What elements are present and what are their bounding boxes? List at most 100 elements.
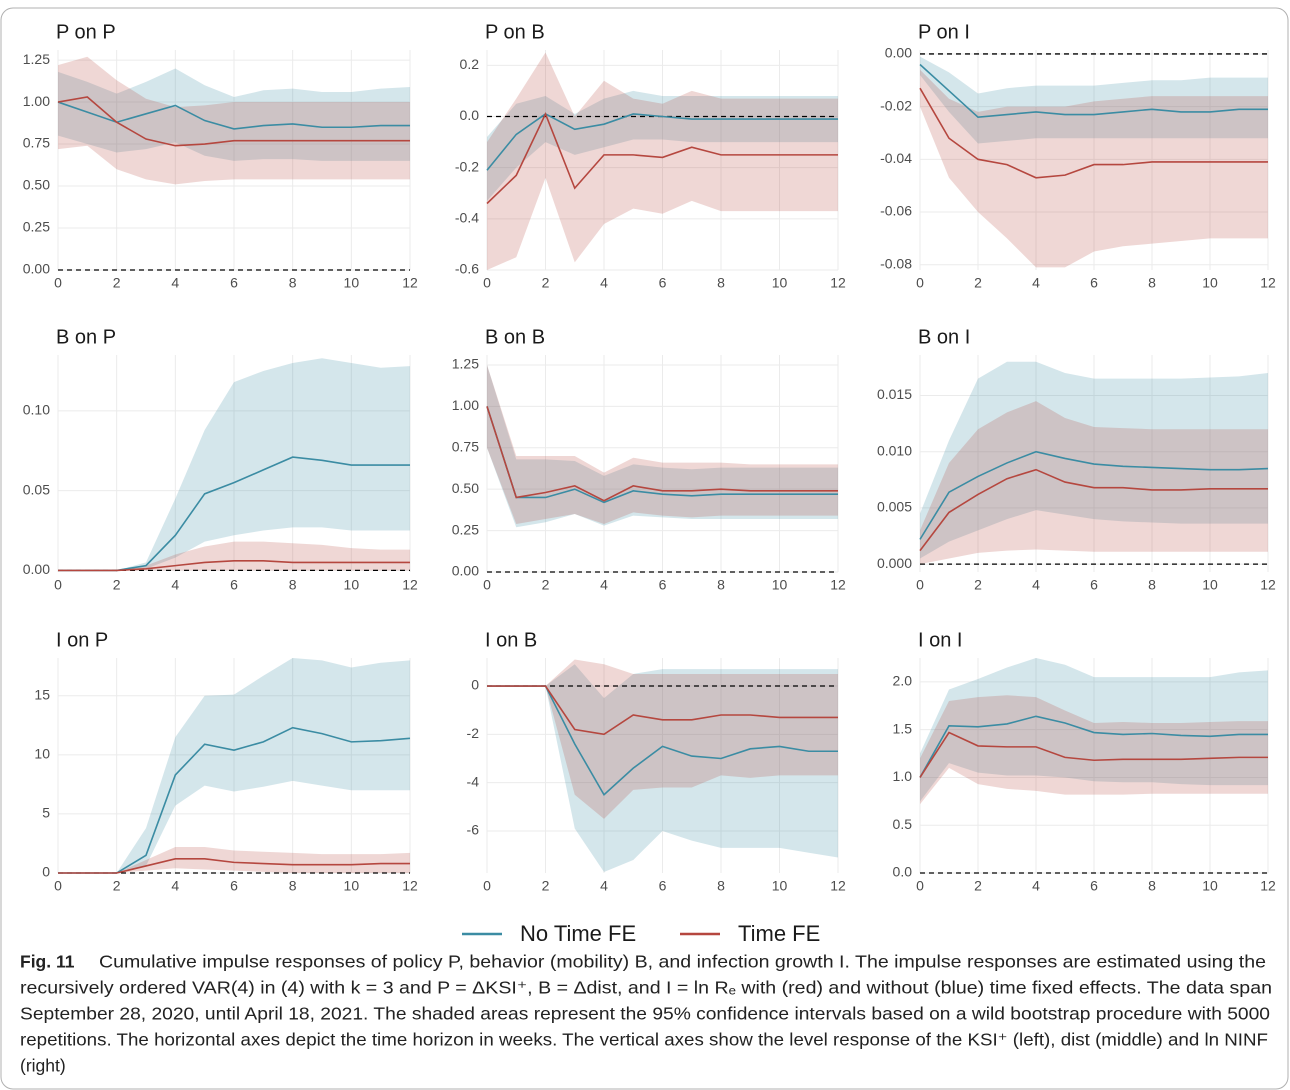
y-tick-label: 1.00 (23, 93, 50, 109)
panel-title: B on P (56, 326, 116, 348)
x-tick-label: 10 (344, 577, 360, 593)
x-tick-label: 6 (1090, 275, 1098, 291)
y-tick-label: -2 (467, 725, 480, 741)
x-tick-label: 2 (542, 577, 550, 593)
caption-label: Fig. 11 (20, 952, 75, 972)
response-line (919, 450, 1269, 540)
response-line (58, 560, 410, 572)
y-tick-label: 1.5 (893, 720, 913, 736)
x-tick-label: 10 (1202, 275, 1218, 291)
x-tick-label: 6 (1090, 878, 1098, 894)
x-tick-label: 4 (1032, 275, 1040, 291)
response-line (919, 715, 1268, 778)
panel-title: I on P (56, 629, 108, 651)
y-tick-label: 0.00 (23, 561, 50, 577)
x-tick-label: 8 (1148, 275, 1156, 291)
response-line (486, 406, 838, 504)
panel-title: P on I (918, 21, 970, 43)
x-tick-label: 8 (289, 878, 297, 894)
caption-line: September 28, 2020, until April 18, 2021… (20, 1004, 1270, 1024)
x-tick-label: 4 (171, 878, 179, 894)
x-tick-label: 10 (344, 275, 360, 291)
y-tick-label: -0.02 (880, 97, 912, 113)
frame (0, 7, 1289, 1090)
x-tick-label: 6 (230, 275, 238, 291)
caption-line: (right) (20, 1056, 66, 1076)
y-tick-label: -0.4 (455, 210, 479, 226)
x-tick-label: 12 (1260, 878, 1276, 894)
x-tick-label: 4 (600, 878, 608, 894)
x-tick-label: 2 (974, 878, 982, 894)
panel-title: P on B (485, 21, 545, 43)
y-tick-label: 0.005 (877, 499, 912, 515)
y-tick-label: 1.0 (893, 768, 913, 784)
x-tick-label: 2 (113, 577, 121, 593)
x-tick-label: 6 (230, 577, 238, 593)
confidence-band (58, 658, 410, 873)
response-line (58, 858, 410, 874)
y-tick-label: 0.10 (23, 402, 50, 418)
response-line (919, 468, 1268, 552)
confidence-band (920, 658, 1268, 802)
confidence-band (58, 541, 410, 571)
x-tick-label: 10 (772, 878, 788, 894)
y-tick-label: 0.5 (893, 816, 913, 832)
y-tick-label: 1.00 (452, 397, 479, 413)
x-tick-label: 4 (600, 275, 608, 291)
y-tick-label: 0 (42, 864, 50, 880)
x-tick-label: 8 (717, 577, 725, 593)
confidence-band (920, 361, 1268, 559)
y-tick-label: 0.00 (885, 45, 912, 61)
confidence-band (487, 52, 838, 271)
panel-title: B on I (918, 326, 970, 348)
x-tick-label: 12 (830, 878, 846, 894)
x-tick-label: 8 (1148, 577, 1156, 593)
response-line (57, 96, 410, 147)
x-tick-label: 10 (772, 275, 788, 291)
y-tick-label: 0.05 (23, 481, 50, 497)
x-tick-label: 12 (402, 577, 418, 593)
x-tick-label: 12 (830, 577, 846, 593)
x-tick-label: 10 (1202, 878, 1218, 894)
x-tick-label: 8 (717, 878, 725, 894)
caption-line: Cumulative impulse responses of policy P… (99, 952, 1266, 972)
y-tick-label: -0.2 (455, 158, 479, 174)
caption-line: repetitions. The horizontal axes depict … (20, 1030, 1268, 1050)
response-line (919, 731, 1268, 778)
x-tick-label: 6 (1090, 577, 1098, 593)
response-line (919, 87, 1268, 179)
confidence-band (58, 56, 410, 185)
y-tick-label: 0.25 (452, 521, 479, 537)
caption-line: recursively ordered VAR(4) in (4) with k… (20, 978, 1272, 998)
y-tick-label: 0.25 (23, 219, 50, 235)
x-tick-label: 12 (830, 275, 846, 291)
y-tick-label: 1.25 (452, 356, 479, 372)
panel-title: I on B (485, 629, 537, 651)
x-tick-label: 2 (113, 878, 121, 894)
x-tick-label: 8 (717, 275, 725, 291)
legend-label: No Time FE (520, 921, 636, 946)
y-tick-label: -0.08 (880, 255, 912, 271)
x-tick-label: 0 (916, 275, 924, 291)
x-tick-label: 0 (54, 275, 62, 291)
x-tick-label: 12 (1260, 577, 1276, 593)
confidence-band (487, 664, 838, 873)
y-tick-label: 0.2 (460, 56, 480, 72)
confidence-band (58, 68, 410, 161)
x-tick-label: 10 (344, 878, 360, 894)
x-tick-label: 4 (1032, 878, 1040, 894)
panel-title: B on B (485, 326, 545, 348)
confidence-band (58, 847, 410, 873)
panel-title: P on P (56, 21, 116, 43)
y-tick-label: 0.000 (877, 555, 912, 571)
x-tick-label: 8 (289, 577, 297, 593)
confidence-band (920, 56, 1268, 144)
confidence-band (487, 659, 838, 819)
x-tick-label: 8 (1148, 878, 1156, 894)
x-tick-label: 2 (974, 275, 982, 291)
x-tick-label: 12 (402, 878, 418, 894)
y-tick-label: -6 (467, 822, 480, 838)
y-tick-label: -0.6 (455, 261, 479, 277)
y-tick-label: 1.25 (23, 51, 50, 67)
x-tick-label: 2 (974, 577, 982, 593)
